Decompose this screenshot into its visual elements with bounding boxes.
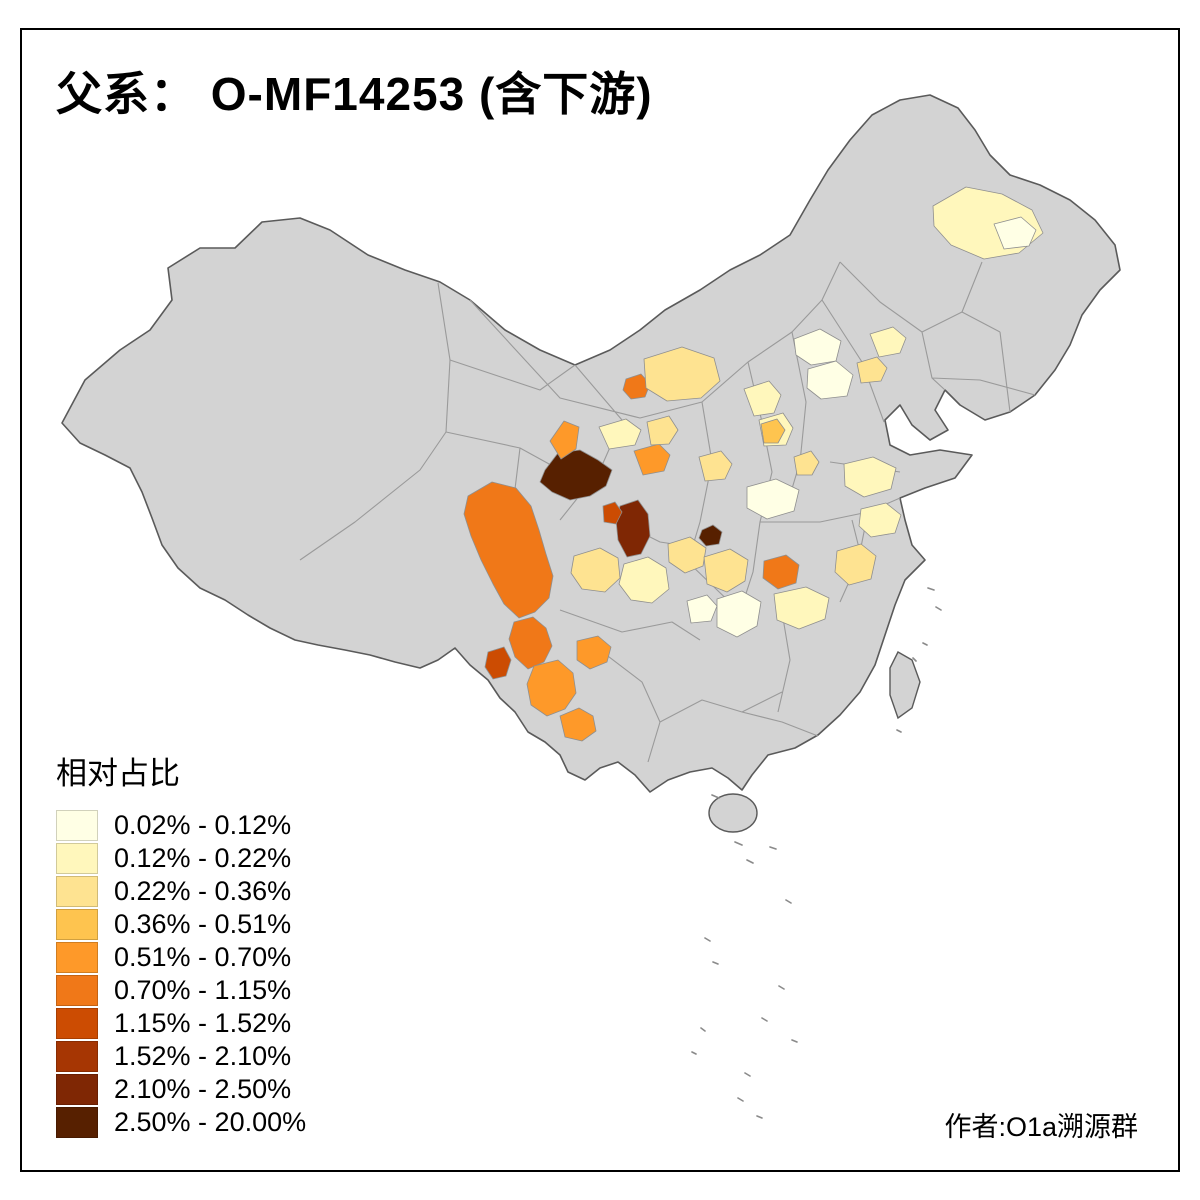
legend-row: 2.50% - 20.00%: [56, 1106, 306, 1139]
legend-swatch: [56, 1008, 98, 1039]
map-region: [615, 499, 651, 558]
sea-islands: [691, 587, 942, 1119]
map-region: [508, 616, 553, 670]
map-region: [618, 556, 670, 604]
legend-label: 2.10% - 2.50%: [114, 1074, 292, 1104]
map-region: [843, 456, 897, 498]
legend-label: 0.22% - 0.36%: [114, 876, 292, 906]
map-region: [856, 356, 888, 384]
legend-row: 0.22% - 0.36%: [56, 875, 306, 908]
legend-row: 0.36% - 0.51%: [56, 908, 306, 941]
map-region: [570, 547, 621, 593]
map-region: [667, 536, 707, 574]
map-region: [622, 373, 651, 400]
legend-swatch: [56, 810, 98, 841]
legend-swatch: [56, 1074, 98, 1105]
map-region: [760, 418, 786, 444]
legend-title: 相对占比: [56, 756, 180, 791]
legend-label: 0.02% - 0.12%: [114, 810, 292, 840]
legend-swatch: [56, 1041, 98, 1072]
map-region: [773, 586, 830, 630]
legend-label: 1.52% - 2.10%: [114, 1041, 292, 1071]
map-region: [643, 346, 721, 402]
map-region: [549, 420, 580, 460]
legend-label: 0.12% - 0.22%: [114, 843, 292, 873]
legend-label: 2.50% - 20.00%: [114, 1107, 307, 1137]
legend-row: 0.70% - 1.15%: [56, 974, 306, 1007]
map-region: [484, 646, 512, 680]
map-region: [743, 380, 782, 417]
legend-row: 1.52% - 2.10%: [56, 1040, 306, 1073]
hainan-island: [708, 793, 758, 833]
map-region: [869, 326, 907, 358]
map-regions: [463, 186, 1044, 742]
legend-label: 0.70% - 1.15%: [114, 975, 292, 1005]
map-region: [716, 590, 762, 638]
china-base: [61, 94, 1121, 833]
legend-label: 0.51% - 0.70%: [114, 942, 292, 972]
map-region: [746, 478, 800, 520]
legend-row: 0.12% - 0.22%: [56, 842, 306, 875]
plot-frame: [20, 28, 1180, 1172]
map-region: [698, 524, 723, 547]
map-region: [806, 360, 854, 400]
legend-swatch: [56, 843, 98, 874]
china-outline: [61, 94, 1121, 793]
map-region: [698, 450, 733, 482]
map-region: [686, 594, 718, 624]
legend-row: 0.51% - 0.70%: [56, 941, 306, 974]
islet-marks: [691, 587, 942, 1119]
legend-swatch: [56, 876, 98, 907]
map-region: [993, 216, 1037, 250]
legend-swatch: [56, 975, 98, 1006]
page-title: 父系： O-MF14253 (含下游): [56, 68, 653, 120]
map-region: [793, 450, 820, 476]
legend-row: 1.15% - 1.52%: [56, 1007, 306, 1040]
map-region: [463, 481, 554, 619]
legend-label: 0.36% - 0.51%: [114, 909, 292, 939]
legend: 相对占比 0.02% - 0.12% 0.12% - 0.22% 0.22% -…: [56, 748, 306, 1139]
taiwan-island: [889, 651, 921, 720]
map-region: [858, 502, 902, 538]
legend-row: 2.10% - 2.50%: [56, 1073, 306, 1106]
legend-row: 0.02% - 0.12%: [56, 809, 306, 842]
author-credit: 作者:O1a溯源群: [944, 1112, 1138, 1142]
legend-swatch: [56, 909, 98, 940]
legend-swatch: [56, 1107, 98, 1138]
map-region: [598, 418, 642, 450]
map-region: [559, 707, 597, 742]
map-region: [602, 501, 623, 525]
map-region: [703, 548, 749, 593]
legend-swatch: [56, 942, 98, 973]
map-region: [646, 415, 679, 446]
map-region: [526, 659, 577, 717]
map-region: [762, 554, 800, 590]
legend-label: 1.15% - 1.52%: [114, 1008, 292, 1038]
map-region: [834, 543, 877, 586]
map-region: [576, 635, 612, 670]
